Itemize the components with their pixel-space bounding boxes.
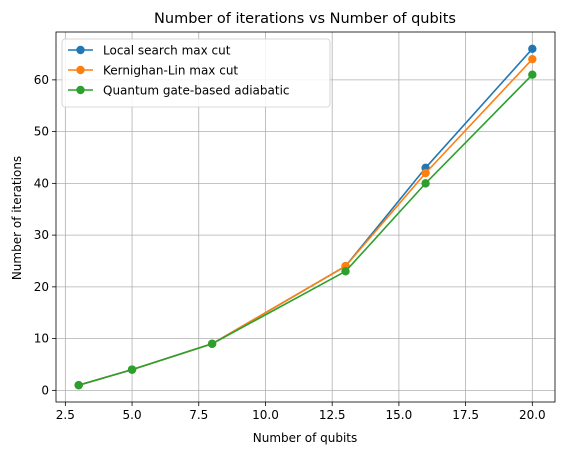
data-point xyxy=(421,168,430,178)
y-tick-label: 20 xyxy=(34,280,49,294)
y-axis-label: Number of iterations xyxy=(10,156,24,280)
x-tick-label: 20.0 xyxy=(519,408,546,422)
legend-marker xyxy=(76,45,85,55)
x-axis-label: Number of qubits xyxy=(253,431,358,445)
series-group xyxy=(74,44,537,390)
x-tick-label: 10.0 xyxy=(252,408,279,422)
data-point xyxy=(207,339,217,348)
data-point xyxy=(341,267,350,276)
series-line-3 xyxy=(78,74,533,386)
x-axis-ticks: 2.5 5.0 7.5 10.0 12.5 15.0 17.5 20.0 xyxy=(56,402,546,422)
plot-frame xyxy=(55,31,556,403)
x-tick-label: 5.0 xyxy=(123,408,142,422)
x-tick-label: 17.5 xyxy=(452,408,479,422)
legend-box xyxy=(61,38,331,108)
y-tick-label: 10 xyxy=(34,332,49,346)
x-tick-label: 15.0 xyxy=(386,408,413,422)
x-tick-label: 7.5 xyxy=(189,408,208,422)
legend-label: Local search max cut xyxy=(103,43,231,57)
legend: Local search max cut Kernighan-Lin max cu… xyxy=(61,38,331,108)
y-axis-ticks: 0 10 20 30 40 50 60 xyxy=(34,73,56,397)
data-point xyxy=(421,179,430,188)
y-tick-label: 0 xyxy=(41,383,49,397)
y-tick-label: 30 xyxy=(34,228,49,242)
data-point xyxy=(528,70,537,79)
x-tick-label: 12.5 xyxy=(319,408,346,422)
x-tick-label: 2.5 xyxy=(56,408,75,422)
data-point xyxy=(528,54,537,64)
y-tick-label: 60 xyxy=(34,73,49,87)
legend-label: Kernighan-Lin max cut xyxy=(103,63,238,77)
data-point xyxy=(127,365,137,374)
legend-label: Quantum gate-based adiabatic xyxy=(103,83,290,97)
y-tick-label: 50 xyxy=(34,125,49,139)
chart-title: Number of iterations vs Number of qubits xyxy=(154,11,456,27)
legend-marker xyxy=(76,65,85,75)
legend-marker xyxy=(76,85,85,95)
y-tick-label: 40 xyxy=(34,176,49,190)
data-point xyxy=(528,44,537,54)
data-point xyxy=(74,380,83,390)
